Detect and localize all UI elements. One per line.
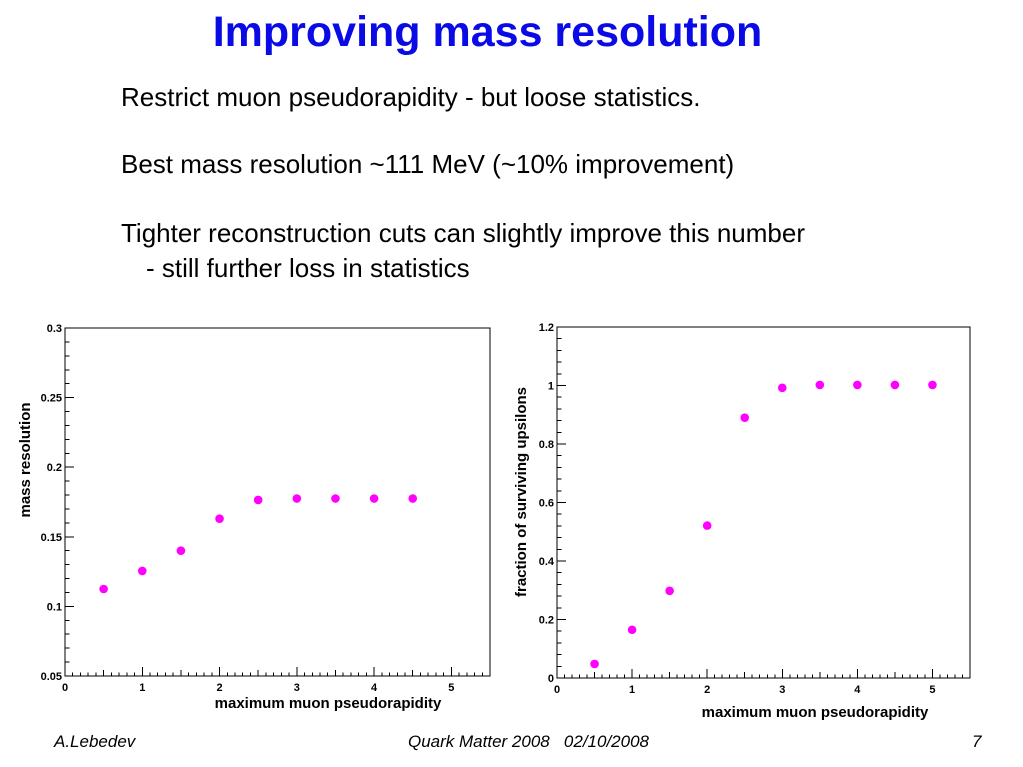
data-point: [408, 494, 418, 503]
data-point: [853, 380, 862, 390]
y-tick-label: 0.8: [539, 439, 554, 451]
data-point: [137, 566, 147, 576]
slide-title: Improving mass resolution: [212, 8, 763, 56]
data-point: [590, 659, 599, 669]
footer-event: Quark Matter 2008 02/10/2008: [408, 732, 649, 751]
data-point: [777, 383, 787, 393]
y-tick-label: 0.05: [41, 671, 62, 683]
y-tick-label: 0.3: [47, 323, 62, 335]
y-tick-label: 0.1: [47, 601, 62, 613]
x-tick-label: 3: [779, 684, 785, 696]
data-point: [928, 380, 937, 390]
data-point: [99, 584, 108, 594]
data-point: [331, 494, 340, 503]
y-tick-label: 0.6: [539, 498, 554, 510]
data-point: [740, 413, 750, 422]
y-tick-label: 0.2: [47, 462, 62, 474]
data-point: [815, 380, 825, 390]
data-point: [369, 494, 379, 503]
x-tick-label: 1: [629, 684, 635, 696]
data-point: [215, 514, 224, 524]
x-tick-label: 5: [448, 682, 454, 694]
bullet-statistics-loss: - still further loss in statistics: [146, 253, 470, 283]
x-tick-label: 5: [929, 684, 935, 696]
data-point: [176, 546, 186, 556]
data-point: [253, 495, 263, 505]
data-point: [702, 521, 712, 530]
y-tick-label: 0: [548, 673, 554, 685]
y-tick-label: 0.25: [41, 393, 62, 405]
x-tick-label: 3: [294, 682, 300, 694]
mass-plot-frame: [64, 327, 491, 677]
y-tick-label: 0.4: [539, 556, 555, 568]
data-point: [665, 586, 674, 596]
footer-page-number: 7: [972, 732, 982, 751]
y-axis-title: fraction of surviving upsilons: [513, 387, 530, 597]
x-tick-label: 2: [704, 684, 710, 696]
data-point: [627, 625, 637, 635]
y-tick-label: 0.15: [41, 532, 62, 544]
y-tick-label: 0.2: [539, 615, 554, 627]
x-tick-label: 0: [554, 684, 560, 696]
bullet-tighter-cuts: Tighter reconstruction cuts can slightly…: [121, 218, 805, 248]
x-axis-title: maximum muon pseudorapidity: [702, 704, 929, 721]
footer-author: A.Lebedev: [54, 732, 136, 751]
x-tick-label: 4: [854, 684, 861, 696]
y-tick-label: 1.2: [539, 322, 554, 334]
fraction-plot-frame: [556, 326, 971, 679]
y-tick-label: 1: [548, 381, 554, 393]
x-tick-label: 0: [62, 682, 68, 694]
x-axis-title: maximum muon pseudorapidity: [215, 695, 442, 712]
x-tick-label: 4: [371, 682, 378, 694]
y-axis-title: mass resolution: [17, 402, 34, 517]
x-tick-label: 2: [216, 682, 222, 694]
x-tick-label: 1: [139, 682, 145, 694]
bullet-best-mass-resolution: Best mass resolution ~111 MeV (~10% impr…: [121, 149, 735, 179]
bullet-restrict-pseudorapidity: Restrict muon pseudorapidity - but loose…: [121, 82, 701, 112]
data-point: [292, 494, 302, 503]
data-point: [890, 380, 900, 390]
